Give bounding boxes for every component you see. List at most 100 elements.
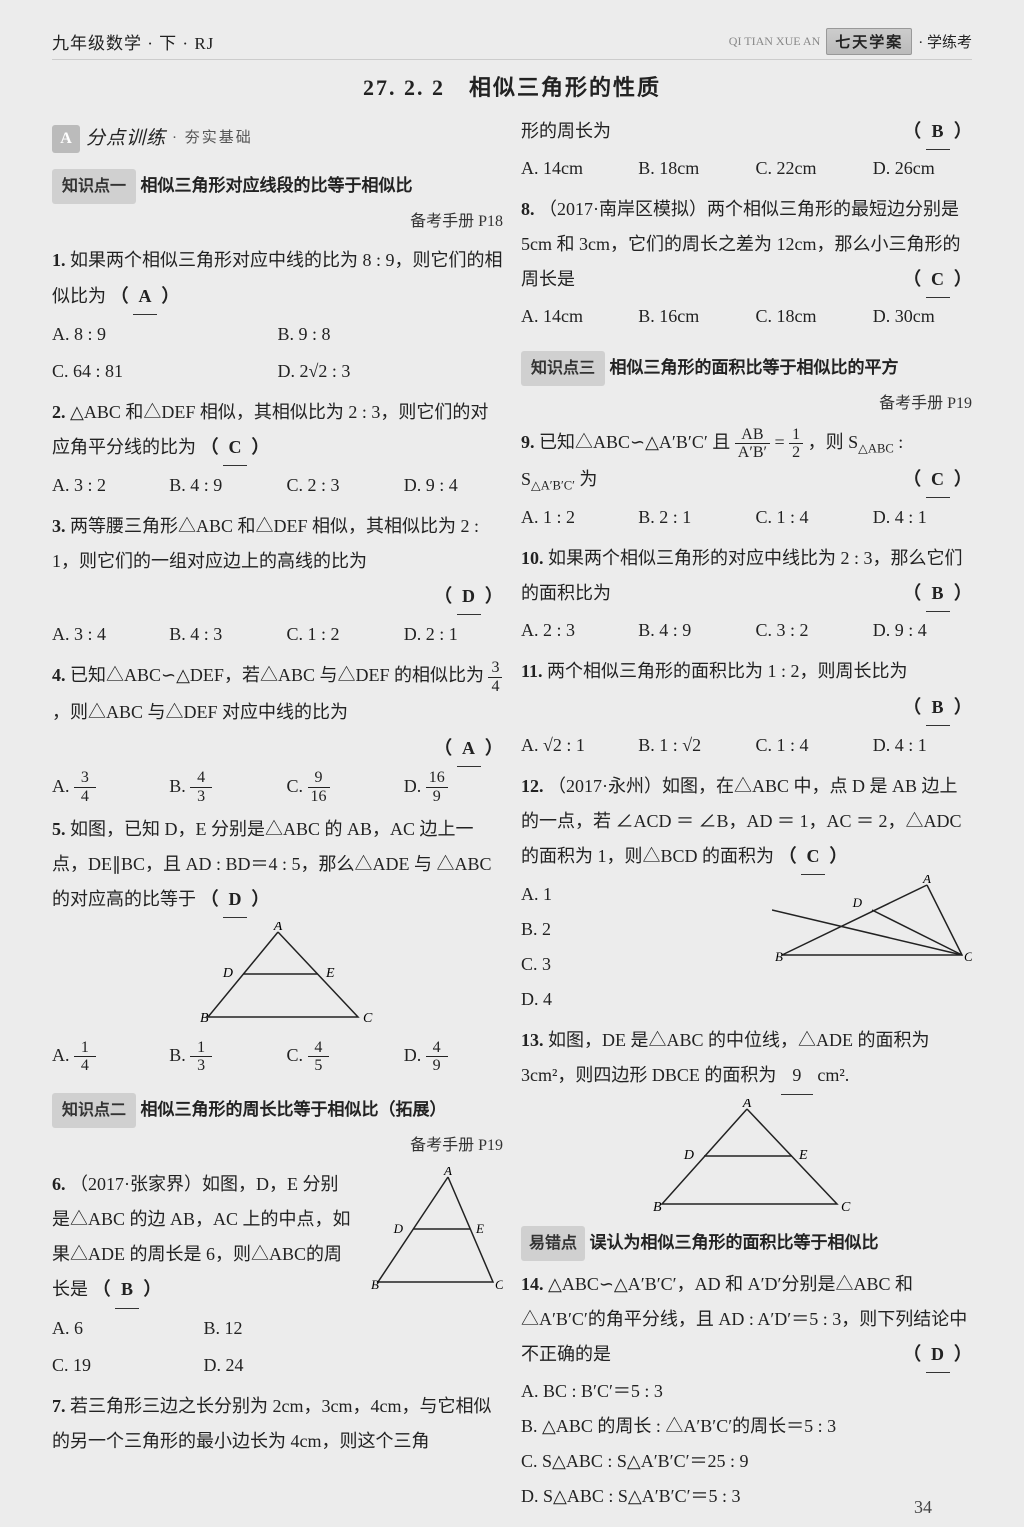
- q1-opt-a: A. 8 : 9: [52, 317, 278, 352]
- header-pinyin: QI TIAN XUE AN: [729, 34, 820, 49]
- q10-text: 如果两个相似三角形的对应中线比为 2 : 3，那么它们的面积比为: [521, 548, 963, 603]
- svg-text:A: A: [741, 1099, 751, 1111]
- banner-a-main: 分点训练: [86, 120, 166, 157]
- q7-cont: 形的周长为: [521, 121, 611, 141]
- q9-opt-a: A. 1 : 2: [521, 500, 620, 535]
- q6-opt-c: C. 19: [52, 1348, 204, 1383]
- kp3-ref: 备考手册 P19: [521, 388, 972, 419]
- q2-opt-c: C. 2 : 3: [287, 468, 386, 503]
- q5-num: 5.: [52, 819, 66, 839]
- q5-opt-a: A. 14: [52, 1038, 151, 1075]
- q3-opt-d: D. 2 : 1: [404, 617, 503, 652]
- q12-opt-b: B. 2: [521, 912, 764, 947]
- page-number: 34: [914, 1497, 932, 1518]
- kp1-ref: 备考手册 P18: [52, 206, 503, 237]
- q9-text1: 已知△ABC∽△A′B′C′ 且: [539, 432, 735, 452]
- q11-num: 11.: [521, 661, 543, 681]
- q2-opt-a: A. 3 : 2: [52, 468, 151, 503]
- q9-frac-l: ABA′B′: [735, 426, 770, 462]
- q1-answer: （ A ）: [111, 286, 180, 306]
- q2-opt-d: D. 9 : 4: [404, 468, 503, 503]
- banner-a-icon: A: [52, 125, 80, 153]
- q14-answer: （ D ）: [903, 1337, 972, 1373]
- svg-text:C: C: [841, 1200, 851, 1215]
- svg-text:C: C: [363, 1011, 373, 1026]
- svg-text:B: B: [371, 1277, 379, 1292]
- q10-num: 10.: [521, 548, 544, 568]
- q4-opt-d: D. 169: [404, 769, 503, 806]
- svg-text:B: B: [775, 949, 783, 964]
- svg-text:E: E: [475, 1221, 484, 1236]
- svg-text:D: D: [393, 1221, 404, 1236]
- kp2: 知识点二 相似三角形的周长比等于相似比（拓展）: [52, 1085, 503, 1130]
- q8-opt-c: C. 18cm: [756, 299, 855, 334]
- q12-figure: A D B C: [772, 875, 972, 975]
- q11-opt-d: D. 4 : 1: [873, 728, 972, 763]
- q7-opt-d: D. 26cm: [873, 151, 972, 186]
- question-2: 2. △ABC 和△DEF 相似，其相似比为 2 : 3，则它们的对应角平分线的…: [52, 395, 503, 503]
- question-4: 4. 已知△ABC∽△DEF，若△ABC 与△DEF 的相似比为 34 ，则△A…: [52, 658, 503, 805]
- q11-opt-a: A. √2 : 1: [521, 728, 620, 763]
- q11-answer: （ B ）: [903, 697, 972, 717]
- section-title: 27. 2. 2 相似三角形的性质: [52, 70, 972, 102]
- q6-opt-d: D. 24: [204, 1348, 356, 1383]
- q1-opt-b: B. 9 : 8: [278, 317, 504, 352]
- q11-opts: A. √2 : 1 B. 1 : √2 C. 1 : 4 D. 4 : 1: [521, 728, 972, 763]
- q14-opt-a: A. BC : B′C′＝5 : 3: [521, 1374, 972, 1409]
- svg-text:C: C: [964, 949, 972, 964]
- q6-num: 6.: [52, 1174, 66, 1194]
- kp2-ref: 备考手册 P19: [52, 1130, 503, 1161]
- q5-text: 如图，已知 D，E 分别是△ABC 的 AB，AC 边上一点，DE∥BC，且 A…: [52, 819, 492, 909]
- q8-opt-d: D. 30cm: [873, 299, 972, 334]
- question-12: 12. （2017·永州）如图，在△ABC 中，点 D 是 AB 边上的一点，若…: [521, 769, 972, 1018]
- q8-answer: （ C ）: [903, 262, 972, 298]
- question-5: 5. 如图，已知 D，E 分别是△ABC 的 AB，AC 边上一点，DE∥BC，…: [52, 812, 503, 1075]
- q9-opt-c: C. 1 : 4: [756, 500, 855, 535]
- q11-opt-b: B. 1 : √2: [638, 728, 737, 763]
- q10-opt-b: B. 4 : 9: [638, 613, 737, 648]
- svg-text:E: E: [325, 966, 335, 981]
- q6-opts: A. 6 B. 12 C. 19 D. 24: [52, 1311, 355, 1383]
- question-9: 9. 已知△ABC∽△A′B′C′ 且 ABA′B′ = 12 ，则 S△ABC…: [521, 425, 972, 535]
- q9-text2: ，则 S: [808, 432, 859, 452]
- q9-text5: 为: [579, 469, 597, 489]
- q14-opt-b: B. △ABC 的周长 : △A′B′C′的周长＝5 : 3: [521, 1409, 972, 1444]
- q3-text: 两等腰三角形△ABC 和△DEF 相似，其相似比为 2 : 1，则它们的一组对应…: [52, 516, 479, 571]
- q9-text4: S: [521, 469, 531, 489]
- q7-opts: A. 14cm B. 18cm C. 22cm D. 26cm: [521, 151, 972, 186]
- header-left: 九年级数学 · 下 · RJ: [52, 29, 214, 54]
- q14-opt-c: C. S△ABC : S△A′B′C′＝25 : 9: [521, 1444, 972, 1479]
- q5-opt-b: B. 13: [169, 1038, 268, 1075]
- question-8: 8. （2017·南岸区模拟）两个相似三角形的最短边分别是 5cm 和 3cm，…: [521, 192, 972, 334]
- q5-opt-d: D. 49: [404, 1038, 503, 1075]
- q10-opts: A. 2 : 3 B. 4 : 9 C. 3 : 2 D. 9 : 4: [521, 613, 972, 648]
- q12-num: 12.: [521, 776, 544, 796]
- error-point: 易错点 误认为相似三角形的面积比等于相似比: [521, 1225, 972, 1261]
- q8-opt-a: A. 14cm: [521, 299, 620, 334]
- kp2-tag: 知识点二: [52, 1093, 136, 1128]
- svg-text:B: B: [200, 1011, 209, 1026]
- q4-num: 4.: [52, 665, 66, 685]
- q1-opt-d: D. 2√2 : 3: [278, 354, 504, 389]
- q13-text2: cm².: [817, 1065, 849, 1085]
- q12-row: A. 1 B. 2 C. 3 D. 4 A D B C: [521, 875, 972, 1017]
- q14-opt-d: D. S△ABC : S△A′B′C′＝5 : 3: [521, 1479, 972, 1514]
- question-13: 13. 如图，DE 是△ABC 的中位线，△ADE 的面积为 3cm²，则四边形…: [521, 1023, 972, 1218]
- q8-opt-b: B. 16cm: [638, 299, 737, 334]
- q3-opt-c: C. 1 : 2: [287, 617, 386, 652]
- q10-opt-a: A. 2 : 3: [521, 613, 620, 648]
- q3-opt-a: A. 3 : 4: [52, 617, 151, 652]
- question-7: 7. 若三角形三边之长分别为 2cm，3cm，4cm，与它相似的另一个三角形的最…: [52, 1389, 503, 1459]
- q5-opts: A. 14 B. 13 C. 45 D. 49: [52, 1038, 503, 1075]
- svg-text:A: A: [272, 922, 282, 934]
- q7-answer: （ B ）: [903, 114, 972, 150]
- q13-figure: A D E B C: [637, 1099, 857, 1219]
- kp1-tag: 知识点一: [52, 169, 136, 204]
- question-14: 14. △ABC∽△A′B′C′，AD 和 A′D′分别是△ABC 和△A′B′…: [521, 1267, 972, 1515]
- q2-opts: A. 3 : 2 B. 4 : 9 C. 2 : 3 D. 9 : 4: [52, 468, 503, 503]
- q6-opt-a: A. 6: [52, 1311, 204, 1346]
- q14-num: 14.: [521, 1274, 544, 1294]
- q13-text1: 如图，DE 是△ABC 的中位线，△ADE 的面积为 3cm²，则四边形 DBC…: [521, 1030, 930, 1085]
- q12-answer: （ C ）: [779, 846, 848, 866]
- q8-num: 8.: [521, 199, 535, 219]
